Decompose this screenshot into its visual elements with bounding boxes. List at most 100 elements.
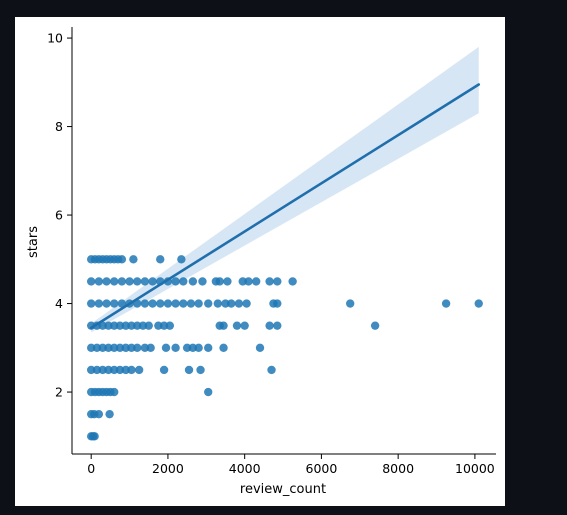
scatter-point xyxy=(227,299,236,308)
scatter-point xyxy=(265,277,274,286)
x-axis-label: review_count xyxy=(240,482,326,497)
scatter-point xyxy=(219,321,228,330)
scatter-point xyxy=(104,343,113,353)
scatter-point xyxy=(86,299,96,308)
regression-line xyxy=(89,83,481,330)
scatter-point xyxy=(441,299,451,308)
scatter-point xyxy=(94,299,104,308)
scatter-point xyxy=(86,277,96,286)
scatter-point xyxy=(86,365,96,375)
scatter-point xyxy=(110,277,119,286)
scatter-point xyxy=(127,321,136,330)
scatter-point xyxy=(121,365,130,375)
scatter-point xyxy=(204,299,213,308)
scatter-point xyxy=(161,343,171,353)
scatter-point xyxy=(110,387,119,397)
scatter-point xyxy=(242,299,251,308)
scatter-point xyxy=(186,299,196,308)
scatter-point xyxy=(188,343,198,353)
scatter-point xyxy=(171,343,180,353)
scatter-point xyxy=(232,321,242,330)
scatter-point xyxy=(110,299,119,308)
scatter-point xyxy=(171,299,180,308)
scatter-point xyxy=(194,299,203,308)
scatter-point xyxy=(86,343,96,353)
scatter-point xyxy=(110,365,119,375)
scatter-point xyxy=(98,365,107,375)
scatter-point xyxy=(154,321,163,330)
scatter-point xyxy=(171,277,180,286)
scatter-point xyxy=(117,277,127,286)
scatter-point xyxy=(102,299,111,308)
scatter-point xyxy=(238,277,247,286)
scatter-point xyxy=(251,277,261,286)
scatter-point xyxy=(94,277,104,286)
scatter-point xyxy=(255,343,265,353)
y-tick-label: 2 xyxy=(55,385,63,400)
scatter-point xyxy=(244,277,253,286)
scatter-point xyxy=(345,299,355,308)
scatter-point xyxy=(148,299,157,308)
scatter-point xyxy=(221,299,230,308)
scatter-point xyxy=(138,321,148,330)
scatter-point xyxy=(110,343,119,353)
scatter-point xyxy=(94,409,104,419)
scatter-point xyxy=(213,299,223,308)
scatter-point xyxy=(273,277,282,286)
scatter-point xyxy=(179,299,188,308)
scatter-point xyxy=(129,255,138,264)
scatter-point xyxy=(198,277,207,286)
scatter-point xyxy=(370,321,380,330)
y-tick-label: 4 xyxy=(55,296,63,311)
scatter-point xyxy=(182,343,192,353)
scatter-point xyxy=(204,343,213,353)
x-tick-label: 4000 xyxy=(229,461,261,476)
scatter-point xyxy=(159,365,169,375)
y-tick-label: 6 xyxy=(55,208,63,223)
chart-figure: 0 2000 4000 6000 8000 10000 2 4 6 8 10 review_coun… xyxy=(15,17,505,506)
scatter-point xyxy=(121,343,130,353)
scatter-point xyxy=(156,255,165,264)
scatter-point xyxy=(102,277,111,286)
scatter-point xyxy=(92,343,102,353)
scatter-point xyxy=(204,387,213,397)
scatter-point xyxy=(219,343,228,353)
scatter-point xyxy=(92,365,102,375)
scatter-point xyxy=(121,321,130,330)
scatter-point xyxy=(184,365,194,375)
scatter-point xyxy=(133,343,142,353)
scatter-point xyxy=(105,409,114,419)
scatter-point xyxy=(165,321,175,330)
scatter-point xyxy=(98,321,107,330)
scatter-point xyxy=(146,343,155,353)
x-tick-label: 10000 xyxy=(455,461,495,476)
scatter-point xyxy=(177,255,186,264)
scatter-point xyxy=(163,299,173,308)
scatter-point xyxy=(127,365,136,375)
scatter-point xyxy=(267,365,276,375)
scatter-point xyxy=(117,299,127,308)
scatter-point xyxy=(134,365,144,375)
scatter-point xyxy=(133,277,142,286)
scatter-point xyxy=(133,321,142,330)
x-tick-label: 6000 xyxy=(306,461,338,476)
y-tick-label: 10 xyxy=(47,31,63,46)
scatter-point xyxy=(188,277,198,286)
x-tick-label: 8000 xyxy=(382,461,414,476)
scatter-point xyxy=(115,321,125,330)
x-tick-label: 2000 xyxy=(152,461,184,476)
y-tick-label: 8 xyxy=(55,119,63,134)
scatter-point xyxy=(127,343,136,353)
scatter-point xyxy=(110,321,119,330)
scatter-point xyxy=(115,343,125,353)
scatter-point xyxy=(140,277,150,286)
scatter-point xyxy=(273,321,282,330)
scatter-point xyxy=(288,277,297,286)
scatter-point xyxy=(148,277,157,286)
scatter-point xyxy=(234,299,244,308)
scatter-regression-chart: 0 2000 4000 6000 8000 10000 2 4 6 8 10 review_coun… xyxy=(26,27,496,497)
scatter-point xyxy=(104,365,113,375)
scatter-point xyxy=(196,365,205,375)
scatter-point xyxy=(159,321,169,330)
scatter-point xyxy=(98,343,107,353)
